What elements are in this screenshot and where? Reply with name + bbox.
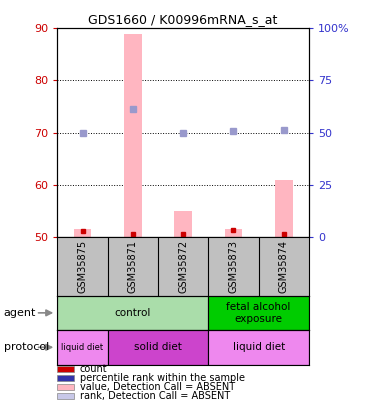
Bar	[108, 330, 208, 364]
Text: solid diet: solid diet	[134, 342, 182, 352]
Text: GSM35871: GSM35871	[128, 240, 138, 293]
Text: liquid diet: liquid diet	[232, 342, 285, 352]
Text: rank, Detection Call = ABSENT: rank, Detection Call = ABSENT	[80, 391, 230, 401]
Bar	[124, 34, 142, 237]
Text: GSM35873: GSM35873	[228, 240, 239, 293]
Text: agent: agent	[4, 308, 36, 318]
Bar	[174, 211, 192, 237]
Title: GDS1660 / K00996mRNA_s_at: GDS1660 / K00996mRNA_s_at	[88, 13, 278, 26]
Bar	[57, 296, 208, 330]
Bar	[74, 229, 91, 237]
Bar	[57, 330, 108, 364]
Bar	[225, 229, 242, 237]
Text: GSM35872: GSM35872	[178, 240, 188, 293]
Bar	[275, 179, 293, 237]
Text: GSM35874: GSM35874	[279, 240, 289, 293]
Text: liquid diet: liquid diet	[61, 343, 104, 352]
Bar	[208, 296, 309, 330]
Text: count: count	[80, 364, 107, 374]
Text: control: control	[115, 308, 151, 318]
Text: GSM35875: GSM35875	[77, 240, 88, 293]
Bar	[208, 330, 309, 364]
Text: protocol: protocol	[4, 342, 49, 352]
Text: percentile rank within the sample: percentile rank within the sample	[80, 373, 245, 383]
Text: fetal alcohol
exposure: fetal alcohol exposure	[226, 302, 291, 324]
Text: value, Detection Call = ABSENT: value, Detection Call = ABSENT	[80, 382, 235, 392]
